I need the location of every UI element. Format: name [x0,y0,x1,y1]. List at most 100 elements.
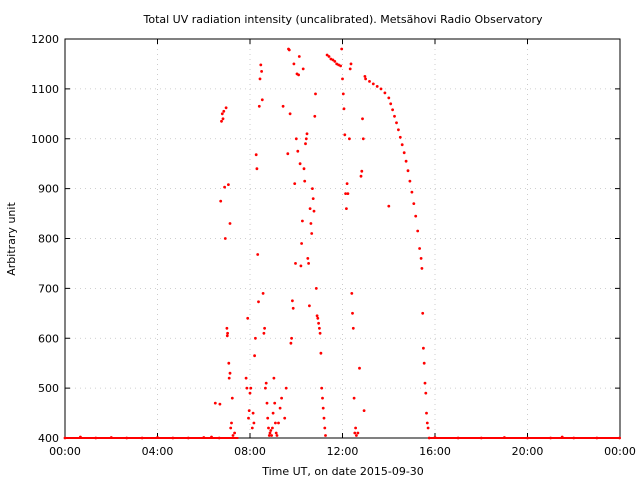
data-point [354,426,357,430]
data-point [264,386,267,390]
data-point [317,321,320,325]
data-point [304,142,307,146]
data-point [358,366,361,370]
data-point [297,55,301,58]
data-point [294,137,298,141]
data-point [280,396,283,400]
data-point [314,92,317,96]
data-point [283,416,287,420]
data-point [245,386,249,390]
data-point [266,416,270,420]
data-point [414,214,418,218]
data-point [267,434,271,437]
axis-ticks: 00:00 04:00 08:00 12:00 16:00 20:00 00:0040050… [31,33,636,458]
data-point [375,85,379,88]
data-point [218,402,222,406]
data-point [351,326,355,330]
data-point [297,73,300,77]
data-point [301,219,304,223]
data-point [362,409,366,412]
grid [65,39,620,438]
data-point [364,77,367,81]
data-point [271,411,275,415]
data-point [227,376,231,380]
data-point [221,117,225,121]
data-point [272,376,276,380]
data-point [371,82,375,86]
data-point [248,391,252,395]
x-tick-label: 12:00 [327,445,359,458]
data-point [379,87,383,91]
data-point [291,306,295,310]
data-point [412,202,416,206]
data-point [274,431,278,435]
data-point [368,80,371,83]
data-point [298,162,302,166]
data-point [318,326,321,330]
data-point [393,114,396,118]
y-tick-label: 1000 [31,133,59,146]
data-point [406,169,410,173]
data-point [284,386,288,390]
data-point [278,406,282,410]
data-point [391,108,394,112]
data-point [408,179,412,183]
data-point [309,222,313,225]
data-point [352,396,356,400]
data-point [228,371,232,375]
data-point [268,431,272,435]
data-point [275,434,279,437]
data-point [244,376,248,380]
data-point [249,386,253,390]
data-point [348,137,351,141]
data-point [259,63,263,67]
data-point [397,128,400,132]
data-point [286,152,290,156]
data-point [260,70,263,73]
data-point [343,133,347,137]
data-point [318,331,322,335]
data-point [340,47,344,51]
data-point [269,429,273,432]
data-point [229,426,233,430]
data-point [310,232,314,235]
x-tick-label: 00:00 [49,445,81,458]
data-point [410,190,414,194]
data-point [360,169,364,173]
data-point [263,326,266,330]
data-point [312,209,316,213]
data-point [247,409,251,412]
data-point [344,192,347,196]
data-point [425,411,428,415]
data-point [274,421,277,425]
data-point [287,48,291,52]
data-point [363,75,367,78]
data-point [311,197,315,201]
x-axis-label: Time UT, on date 2015-09-30 [261,465,424,478]
data-point [258,77,262,81]
data-point [423,381,427,385]
data-point [333,60,337,63]
data-point [420,267,424,270]
data-point [311,187,314,191]
data-point [225,334,229,338]
data-point [301,67,305,71]
data-point [323,426,327,430]
y-tick-label: 500 [38,382,59,395]
data-point [292,62,296,66]
data-point [421,311,425,315]
data-point [341,92,345,96]
data-point [342,107,346,111]
data-point [387,96,391,100]
data-point [296,149,300,153]
data-point [355,434,358,437]
data-point [319,351,323,355]
data-point [331,58,335,62]
y-tick-label: 600 [38,332,59,345]
data-point [256,253,260,256]
data-point [345,182,349,186]
data-point [294,262,297,265]
y-axis-label: Arbitrary unit [5,202,18,276]
data-point [281,104,285,108]
data-point [222,109,226,113]
